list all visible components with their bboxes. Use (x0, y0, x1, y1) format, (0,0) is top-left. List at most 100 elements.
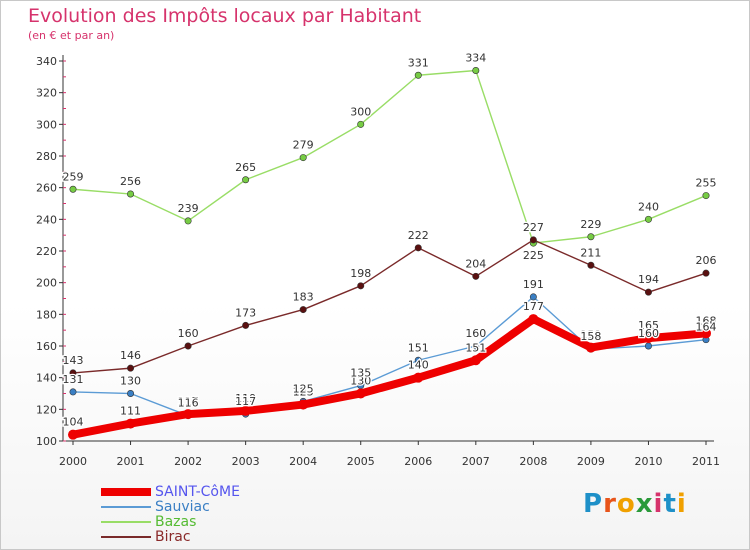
logo-letter: t (663, 489, 677, 519)
data-point (183, 409, 194, 420)
y-tick-label: 140 (36, 372, 57, 385)
data-label: 140 (408, 359, 429, 372)
series-line-sauviac (72, 296, 707, 417)
data-label: 104 (63, 416, 84, 429)
x-tick-label: 2010 (634, 455, 662, 468)
logo-letter: r (603, 489, 617, 519)
y-tick-label: 260 (36, 182, 57, 195)
y-tick-label: 200 (36, 277, 57, 290)
data-label: 198 (350, 267, 371, 280)
x-tick-label: 2003 (232, 455, 260, 468)
data-label: 229 (580, 218, 601, 231)
x-tick-label: 2011 (692, 455, 720, 468)
data-label: 173 (235, 306, 256, 319)
data-point (644, 215, 652, 223)
data-point (299, 154, 307, 162)
data-point (414, 356, 422, 364)
data-point (472, 67, 480, 75)
data-point (68, 429, 78, 440)
data-point (587, 261, 595, 269)
data-label: 255 (696, 177, 717, 190)
data-point (414, 244, 422, 252)
data-label: 151 (465, 341, 486, 354)
data-label: 300 (350, 105, 371, 118)
y-tick-label: 100 (36, 435, 57, 448)
legend-swatch-saint-come (101, 488, 151, 496)
y-tick-label: 300 (36, 118, 57, 131)
data-label: 177 (523, 300, 544, 313)
data-label: 143 (63, 354, 84, 367)
data-point (299, 306, 307, 314)
data-point (644, 288, 652, 296)
data-point (472, 342, 480, 350)
data-label: 117 (178, 395, 199, 408)
data-label: 168 (696, 314, 717, 327)
data-point (643, 333, 654, 344)
proxiti-logo: Proxiti (583, 489, 687, 519)
y-tick-label: 340 (36, 55, 57, 68)
data-label: 191 (523, 278, 544, 291)
data-label: 164 (696, 321, 717, 334)
y-tick-label: 160 (36, 340, 57, 353)
data-point (701, 328, 711, 339)
data-point (470, 355, 481, 366)
data-point (242, 176, 250, 184)
y-tick-label: 240 (36, 213, 57, 226)
data-label: 265 (235, 161, 256, 174)
legend-label-sauviac: Sauviac (155, 499, 210, 515)
data-label: 160 (465, 327, 486, 340)
data-point (357, 282, 365, 290)
legend-swatch-bazas (101, 521, 151, 523)
data-label: 111 (120, 405, 141, 418)
data-label: 117 (235, 395, 256, 408)
data-label: 123 (293, 386, 314, 399)
series-line-birac (72, 239, 707, 374)
data-point (587, 233, 595, 241)
data-point (702, 192, 710, 200)
y-tick-label: 320 (36, 87, 57, 100)
data-point (529, 293, 537, 301)
data-label: 222 (408, 229, 429, 242)
x-tick-label: 2000 (59, 455, 87, 468)
data-label: 331 (408, 56, 429, 69)
data-label: 256 (120, 175, 141, 188)
data-point (529, 236, 537, 244)
data-label: 211 (580, 246, 601, 259)
data-label: 194 (638, 273, 659, 286)
data-point (528, 314, 539, 325)
legend-swatch-birac (101, 536, 151, 538)
x-tick-label: 2005 (347, 455, 375, 468)
y-tick-label: 180 (36, 308, 57, 321)
data-point (184, 217, 192, 225)
data-label: 130 (120, 375, 141, 388)
data-label: 279 (293, 139, 314, 152)
data-label: 116 (178, 397, 199, 410)
logo-letter: i (653, 489, 664, 519)
data-label: 146 (120, 349, 141, 362)
data-point (69, 388, 77, 396)
data-point (413, 372, 424, 383)
data-label: 334 (465, 52, 486, 65)
data-label: 130 (350, 375, 371, 388)
data-point (127, 364, 135, 372)
y-tick-label: 280 (36, 150, 57, 163)
data-label: 125 (293, 382, 314, 395)
data-label: 240 (638, 200, 659, 213)
x-tick-label: 2009 (577, 455, 605, 468)
x-tick-label: 2004 (289, 455, 317, 468)
data-point (125, 418, 136, 429)
x-tick-label: 2006 (404, 455, 432, 468)
data-point (69, 369, 77, 377)
data-point (242, 321, 250, 329)
data-point (298, 399, 309, 410)
x-tick-label: 2001 (117, 455, 145, 468)
data-label: 204 (465, 257, 486, 270)
logo-letter: o (616, 489, 636, 519)
data-point (414, 71, 422, 79)
data-label: 160 (178, 327, 199, 340)
data-label: 151 (408, 341, 429, 354)
legend-label-birac: Birac (155, 529, 191, 545)
data-point (69, 185, 77, 193)
